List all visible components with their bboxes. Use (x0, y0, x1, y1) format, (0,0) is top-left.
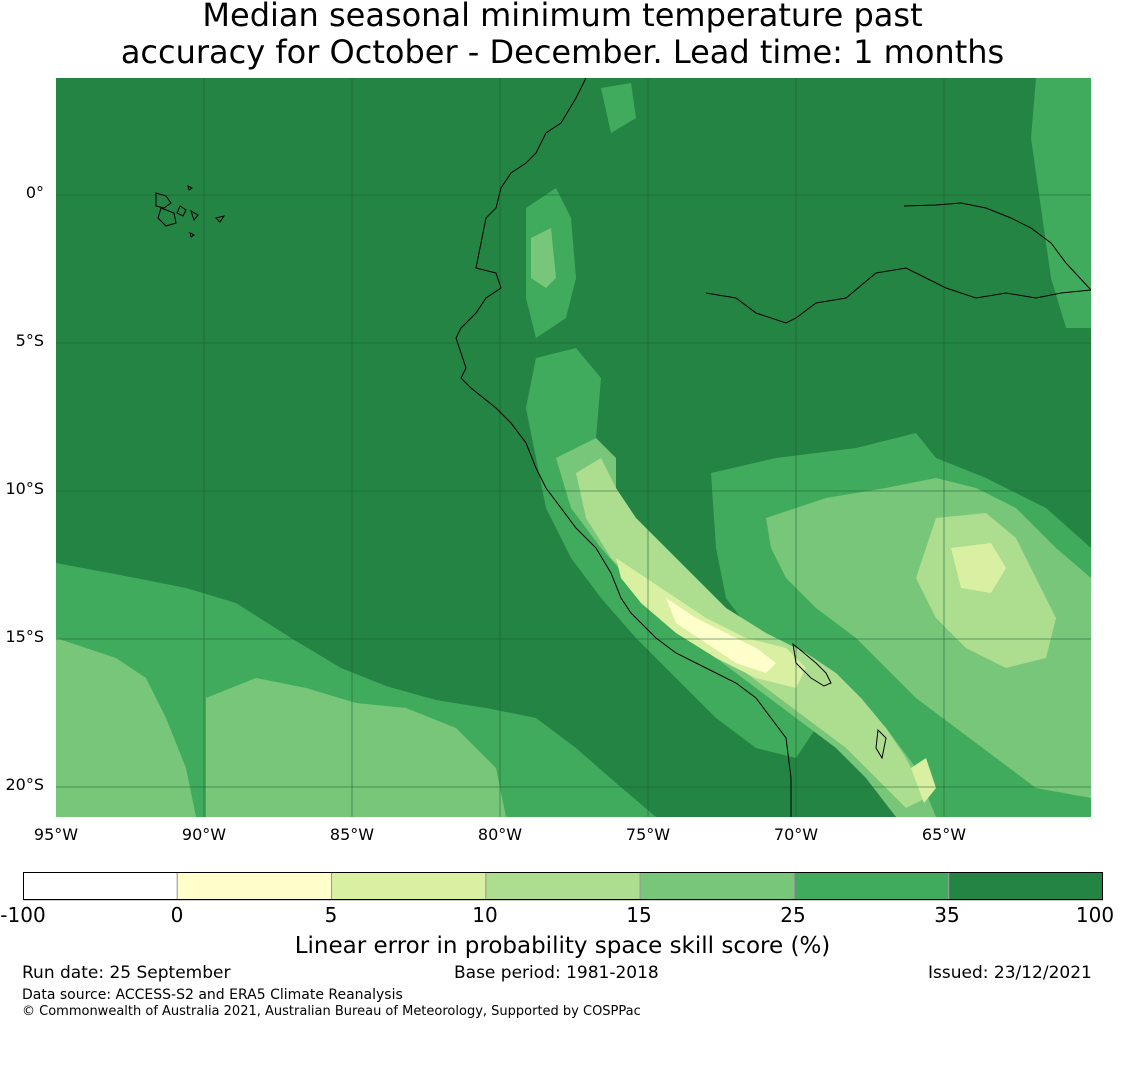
colorbar-swatch (485, 872, 641, 901)
lon-label-90w: 90°W (181, 825, 227, 844)
issued-date: Issued: 23/12/2021 (928, 963, 1092, 983)
colorbar-tick: 10 (472, 903, 498, 927)
colorbar-tick: 15 (626, 903, 652, 927)
lat-label-20s: 20°S (5, 775, 44, 794)
run-date: Run date: 25 September (22, 963, 231, 983)
colorbar-swatch (176, 872, 333, 901)
lon-label-85w: 85°W (329, 825, 375, 844)
lon-label-95w: 95°W (33, 825, 79, 844)
coastline (455, 78, 792, 817)
colorbar-title: Linear error in probability space skill … (294, 933, 831, 959)
map-gridlines (56, 78, 1091, 817)
colorbar-swatch (23, 872, 178, 901)
data-source: Data source: ACCESS-S2 and ERA5 Climate … (22, 987, 403, 1003)
lat-label-15s: 15°S (5, 627, 44, 646)
lake-poopo (875, 728, 887, 760)
chart-title-line-1: Median seasonal minimum temperature past (202, 0, 923, 34)
lat-label-0: 0° (25, 183, 44, 202)
skill-score-map (56, 78, 1091, 817)
colorbar-tick: 35 (934, 903, 960, 927)
galapagos-islands (155, 185, 226, 238)
skill-class-0-5 (666, 598, 776, 673)
colorbar-tick: -100 (0, 903, 46, 927)
lon-label-80w: 80°W (477, 825, 523, 844)
colorbar-swatch (639, 872, 795, 901)
river (705, 267, 1091, 324)
lon-label-75w: 75°W (625, 825, 671, 844)
chart-title-line-2: accuracy for October - December. Lead ti… (120, 33, 1005, 71)
copyright: © Commonwealth of Australia 2021, Austra… (22, 1004, 641, 1019)
lat-label-10s: 10°S (5, 479, 44, 498)
colorbar-tick: 5 (324, 903, 338, 927)
lon-label-70w: 70°W (773, 825, 819, 844)
colorbar-tick: 0 (170, 903, 184, 927)
colorbar (23, 872, 1103, 901)
colorbar-tick: 100 (1075, 903, 1115, 927)
colorbar-swatch (331, 872, 487, 901)
colorbar-swatch (793, 872, 950, 901)
base-period: Base period: 1981-2018 (454, 963, 659, 983)
lon-label-65w: 65°W (921, 825, 967, 844)
colorbar-tick: 25 (780, 903, 806, 927)
lat-label-5s: 5°S (15, 331, 44, 350)
river-upper (903, 202, 1091, 291)
lake-titicaca (792, 642, 832, 687)
colorbar-swatch (948, 872, 1103, 901)
